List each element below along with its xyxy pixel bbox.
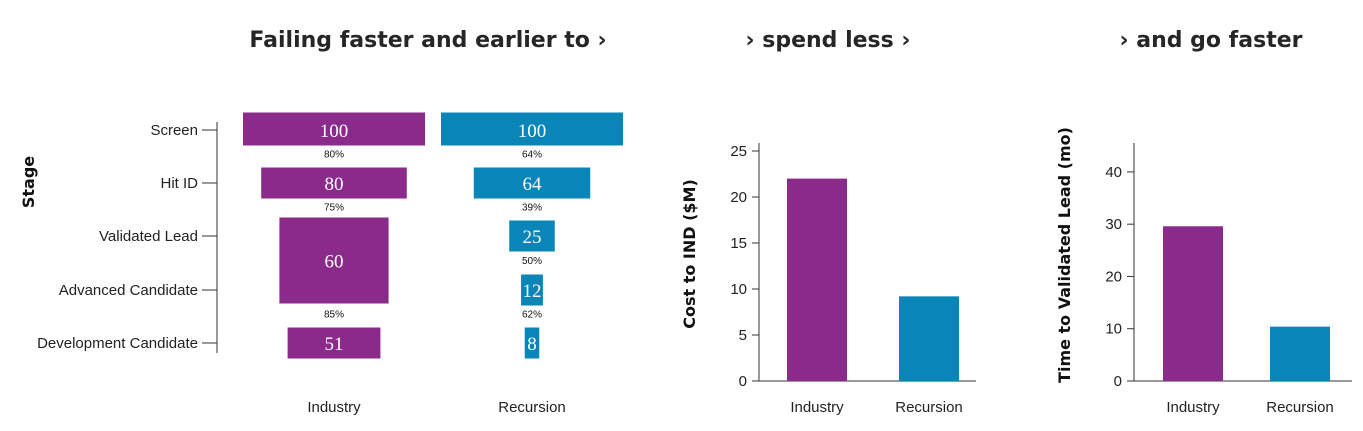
funnel-transition-rate: 80%: [324, 150, 344, 161]
cost-category-recursion: Recursion: [895, 399, 963, 416]
funnel-bar-industry: [261, 167, 407, 199]
funnel-transition-rate: 62%: [522, 310, 542, 321]
funnel-bar-value: 100: [320, 121, 349, 142]
funnel-transition-rate: 39%: [522, 203, 542, 214]
funnel-stage-label: Hit ID: [161, 175, 199, 192]
cost-title: › spend less ›: [746, 28, 911, 53]
funnel-bar-recursion: [521, 274, 543, 306]
funnel-bar-recursion: [473, 167, 591, 199]
cost-bar-recursion: [899, 296, 959, 381]
cost-y-tick-label: 0: [739, 373, 747, 390]
funnel-stage-label: Validated Lead: [99, 228, 198, 245]
cost-y-tick-label: 20: [730, 189, 747, 206]
funnel-transition-rate: 50%: [522, 256, 542, 267]
funnel-bar-industry: [287, 327, 381, 359]
funnel-stage-label: Development Candidate: [37, 335, 198, 352]
chart-marks: Screen Hit ID Validated Lead Advanced Candi…: [37, 112, 1352, 390]
time-y-tick-label: 10: [1105, 321, 1122, 338]
funnel-bar-recursion: [509, 220, 555, 252]
cost-y-tick-label: 15: [730, 235, 747, 252]
cost-category-industry: Industry: [790, 399, 844, 416]
funnel-bar-value: 100: [518, 121, 547, 142]
funnel-transition-rate: 64%: [522, 150, 542, 161]
funnel-title: Failing faster and earlier to ›: [249, 28, 606, 53]
time-y-tick-label: 20: [1105, 268, 1122, 285]
funnel-transition-rate: 85%: [324, 310, 344, 321]
time-category-industry: Industry: [1166, 399, 1220, 416]
funnel-bar-value: 8: [527, 334, 537, 355]
time-bar-industry: [1163, 226, 1223, 381]
funnel-transition-rate: 75%: [324, 203, 344, 214]
cost-bar-industry: [787, 178, 847, 381]
cost-y-tick-label: 5: [739, 327, 747, 344]
funnel-bar-value: 25: [523, 227, 542, 248]
funnel-series-label-recursion: Recursion: [498, 399, 566, 416]
funnel-bar-recursion: [524, 327, 540, 359]
funnel-axis-title: Stage: [19, 156, 38, 208]
funnel-bar-value: 12: [523, 281, 542, 302]
funnel-bar-value: 51: [325, 334, 344, 355]
funnel-bar-value: 60: [325, 252, 344, 273]
time-category-recursion: Recursion: [1266, 399, 1334, 416]
time-y-tick-label: 0: [1114, 373, 1122, 390]
cost-y-tick-label: 10: [730, 281, 747, 298]
funnel-bar-industry: [279, 217, 389, 304]
funnel-bar-value: 80: [325, 174, 344, 195]
time-title: › and go faster: [1120, 28, 1303, 53]
funnel-stage-label: Screen: [150, 122, 198, 139]
cost-axis-title: Cost to IND ($M): [680, 179, 699, 329]
funnel-stage-label: Advanced Candidate: [59, 282, 198, 299]
time-bar-recursion: [1270, 326, 1330, 381]
funnel-bar-value: 64: [523, 174, 543, 195]
funnel-series-label-industry: Industry: [307, 399, 361, 416]
funnel-bar-industry: [243, 112, 425, 146]
time-y-tick-label: 30: [1105, 216, 1122, 233]
funnel-bar-recursion: [441, 112, 623, 146]
time-axis-title: Time to Validated Lead (mo): [1055, 127, 1074, 383]
cost-y-tick-label: 25: [730, 143, 747, 160]
time-y-tick-label: 40: [1105, 164, 1122, 181]
